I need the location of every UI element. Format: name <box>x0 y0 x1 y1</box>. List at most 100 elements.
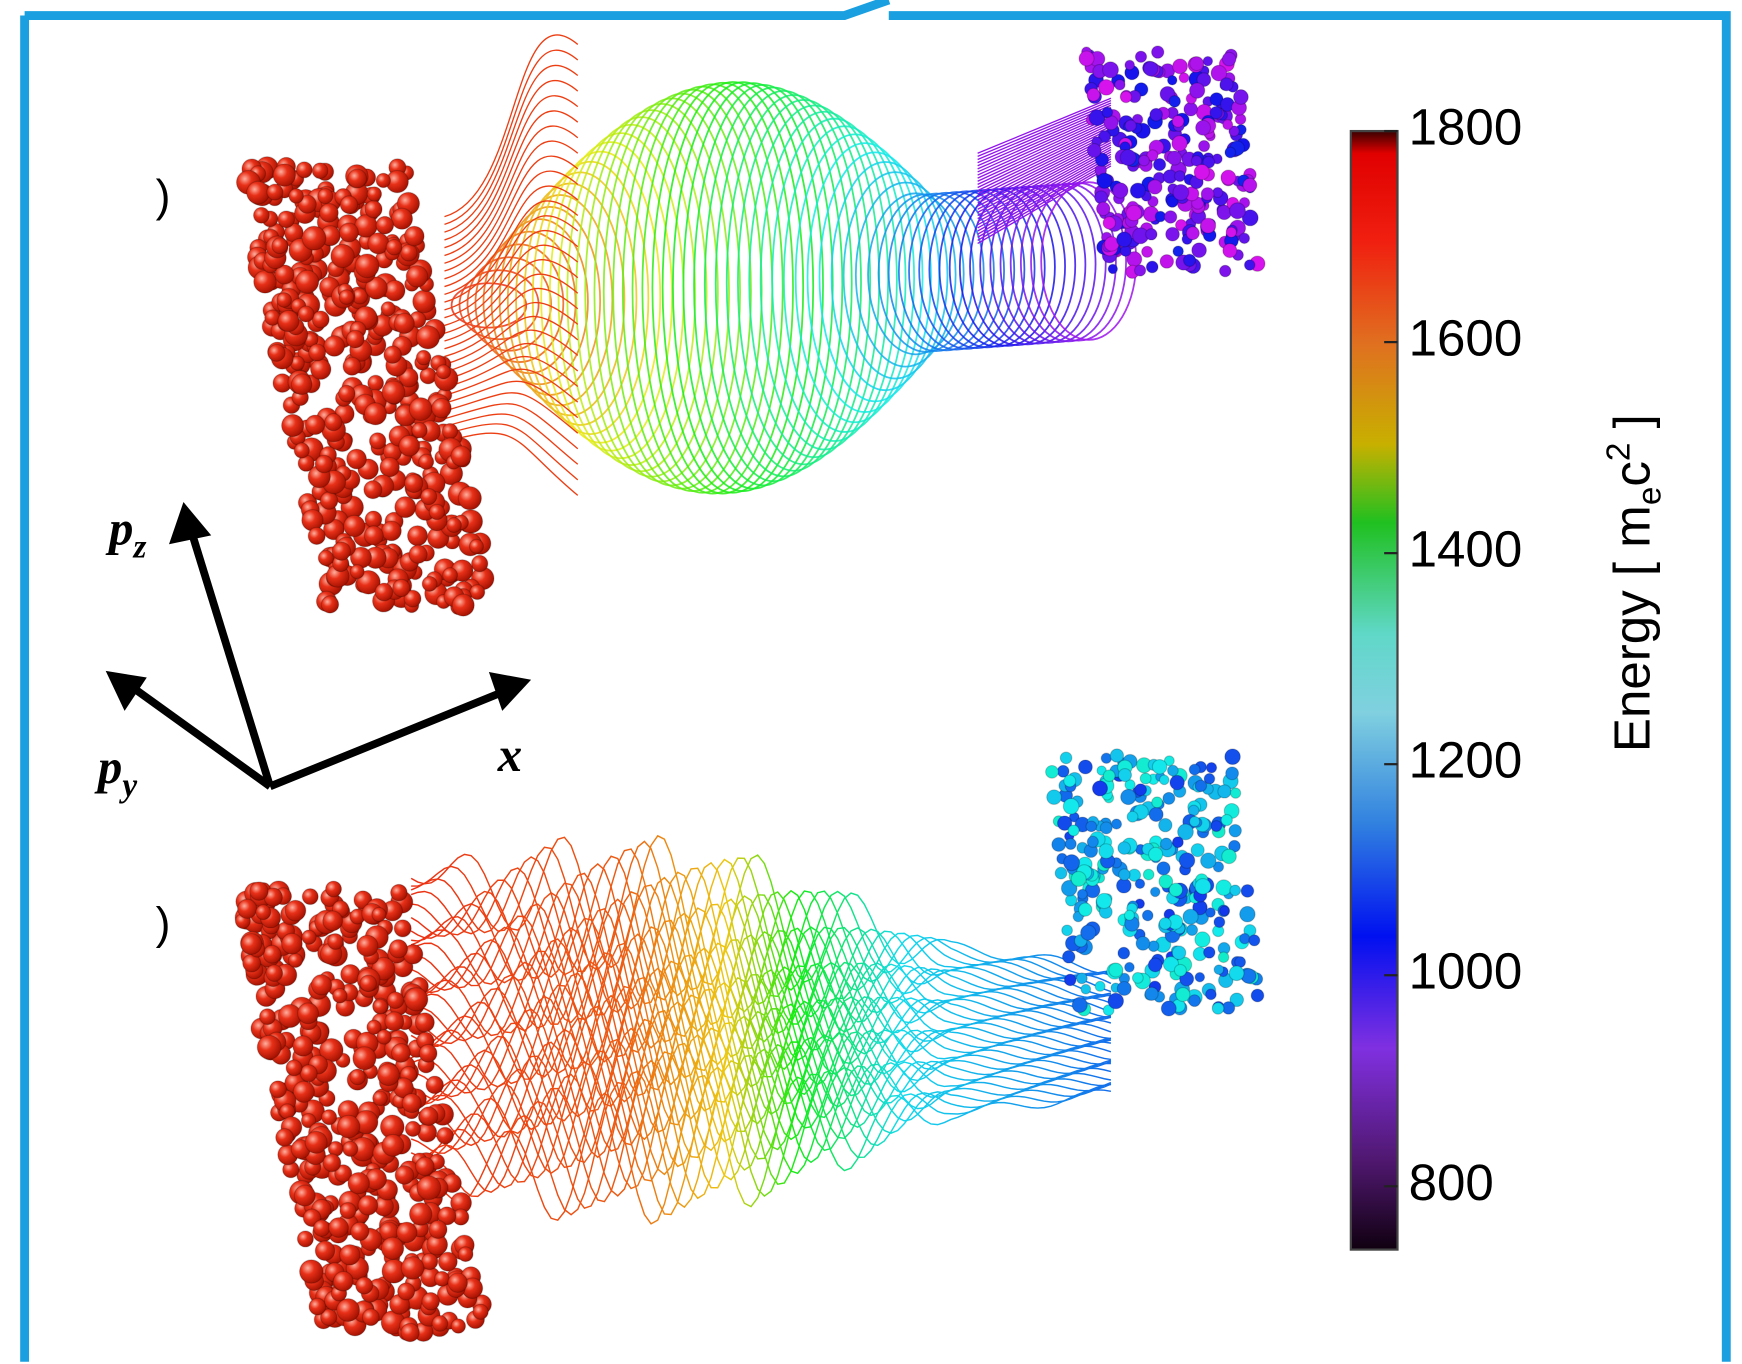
trajectory <box>410 1009 1112 1152</box>
particle <box>1205 907 1216 918</box>
particle <box>345 329 365 349</box>
particle <box>356 569 381 595</box>
particle <box>299 1259 324 1284</box>
particle <box>1144 986 1159 1001</box>
particle <box>354 253 380 279</box>
particle <box>284 899 307 922</box>
particle <box>1190 155 1203 167</box>
particle <box>1173 170 1186 183</box>
particle <box>1078 902 1093 917</box>
particle <box>292 1080 315 1103</box>
particle <box>281 413 305 438</box>
trajectory <box>672 81 815 492</box>
particle <box>1200 852 1217 869</box>
particle <box>394 1165 415 1185</box>
trajectory <box>444 392 579 434</box>
particle <box>1110 818 1123 830</box>
particle <box>1205 761 1218 774</box>
particle <box>380 301 396 317</box>
particle <box>1218 264 1232 278</box>
particle <box>1095 892 1113 910</box>
particle <box>1182 253 1197 267</box>
particle <box>1191 242 1207 259</box>
trajectory <box>977 144 1112 217</box>
particle <box>267 343 286 362</box>
trajectory <box>411 840 1112 991</box>
tick-label: 1600 <box>1409 310 1523 367</box>
particle <box>325 880 343 898</box>
particle <box>332 987 348 1004</box>
trajectory <box>977 114 1112 176</box>
particle <box>1182 908 1199 925</box>
trajectory <box>444 140 579 272</box>
particle <box>1194 971 1206 983</box>
trajectory <box>977 118 1112 182</box>
particle <box>1228 823 1242 838</box>
particle <box>1221 848 1237 865</box>
particle <box>253 269 277 294</box>
particle <box>366 186 383 202</box>
particle <box>1142 60 1159 77</box>
particle <box>437 1206 457 1226</box>
particle <box>1224 748 1241 766</box>
axis-label: py <box>94 739 137 804</box>
trajectory <box>444 368 579 403</box>
particle <box>437 1251 458 1272</box>
particle <box>339 1201 357 1220</box>
axis-label-base: p <box>105 500 133 555</box>
tick-label: 1200 <box>1409 732 1523 789</box>
particle <box>1120 788 1137 806</box>
particle <box>1163 755 1175 767</box>
particle <box>346 448 367 470</box>
particle <box>356 934 379 958</box>
particle <box>1102 216 1117 230</box>
particle <box>1086 835 1099 848</box>
particle <box>352 1046 377 1071</box>
particle <box>1061 949 1076 964</box>
particle <box>1166 74 1178 86</box>
particle <box>1071 996 1088 1014</box>
particle <box>1228 965 1245 982</box>
particle <box>400 1322 420 1343</box>
particle <box>436 1126 454 1145</box>
particle <box>1067 824 1080 837</box>
trajectory <box>977 132 1112 201</box>
particle <box>1075 972 1088 985</box>
particle <box>1099 821 1113 835</box>
particle <box>468 538 485 554</box>
trajectory <box>977 104 1112 164</box>
particle <box>1146 149 1159 162</box>
particle <box>295 269 320 294</box>
particle <box>418 1043 438 1063</box>
trajectory <box>977 130 1112 198</box>
trajectory <box>444 34 579 218</box>
particle <box>328 1217 349 1238</box>
particle <box>293 442 310 459</box>
particle <box>1094 980 1106 992</box>
particle <box>1096 765 1107 776</box>
particle <box>312 1219 331 1237</box>
particle <box>1148 846 1164 862</box>
particle <box>275 1128 295 1147</box>
particle <box>1240 884 1255 898</box>
particle <box>376 1029 392 1045</box>
particle <box>1178 852 1196 869</box>
particle <box>314 454 334 474</box>
particle <box>343 514 366 538</box>
particle <box>457 1246 474 1263</box>
particle <box>1168 95 1181 108</box>
trajectory <box>444 355 579 389</box>
particle <box>380 1236 405 1261</box>
particle <box>404 1120 422 1138</box>
trajectory <box>794 133 916 424</box>
particle <box>300 1112 317 1129</box>
particle <box>1169 774 1185 791</box>
particle <box>1114 78 1126 91</box>
trajectory <box>410 876 1111 1026</box>
particle <box>1078 50 1095 67</box>
particle <box>1141 245 1154 258</box>
particle <box>428 1219 448 1240</box>
label-part: e <box>1632 487 1669 506</box>
particle <box>332 1270 354 1292</box>
